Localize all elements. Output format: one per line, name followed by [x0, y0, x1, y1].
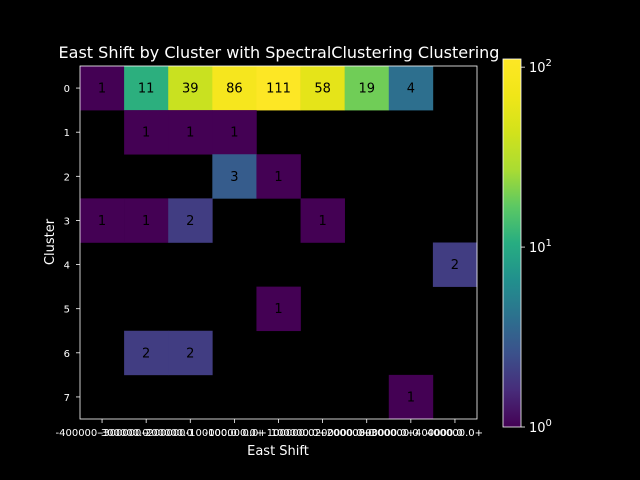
- y-tick-label: 3: [64, 216, 70, 227]
- x-tick-label: 300000.0+400000.0: [359, 428, 463, 439]
- heatmap-cell: [256, 286, 301, 332]
- heatmap-cell: [80, 66, 125, 111]
- cell-value-label: 111: [266, 82, 291, 97]
- heatmap-cell: [212, 66, 257, 111]
- y-tick-label: 4: [64, 261, 70, 272]
- heatmap-cell: [124, 66, 169, 111]
- x-tick-label: 0.0+100000.0: [243, 428, 315, 439]
- cell-value-label: 2: [451, 258, 459, 273]
- cell-value-label: 1: [318, 214, 326, 229]
- x-tick-label: -200000-100000.0: [144, 428, 237, 439]
- y-tick-label: 6: [64, 349, 70, 360]
- x-tick-label: 400000.0+: [427, 428, 483, 439]
- cell-value-label: 1: [186, 126, 194, 141]
- y-tick-label: 7: [64, 393, 70, 404]
- cell-value-label: 1: [274, 302, 282, 317]
- cell-value-label: 1: [98, 82, 106, 97]
- x-axis-label: East Shift: [247, 444, 309, 459]
- cell-value-label: 4: [407, 82, 415, 97]
- cell-value-label: 2: [142, 346, 150, 361]
- colorbar-tick-label: 100: [529, 418, 552, 436]
- colorbar-tick-label: 102: [529, 58, 552, 76]
- cell-value-label: 1: [142, 126, 150, 141]
- y-axis-ticks: 0 1 2 3 4 5 6 7: [64, 84, 80, 404]
- cell-value-label: 19: [358, 82, 375, 97]
- heatmap-cell: [124, 110, 169, 155]
- heatmap-cell: [256, 66, 301, 111]
- heatmap-cell: [300, 198, 345, 243]
- x-tick-label: -100000.0+: [205, 428, 265, 439]
- chart-title: East Shift by Cluster with SpectralClust…: [59, 43, 500, 62]
- colorbar-ticks: 100 101 102: [521, 58, 552, 436]
- heatmap-cell: [212, 154, 257, 199]
- x-tick-label: -300000-200000.0: [100, 428, 193, 439]
- y-tick-label: 5: [64, 305, 70, 316]
- heatmap-cell: [344, 66, 390, 111]
- heatmap-cell: [256, 154, 301, 199]
- cell-value-label: 2: [186, 346, 194, 361]
- y-tick-label: 1: [64, 128, 70, 139]
- x-tick-label: 100000.0+200000.0: [271, 428, 375, 439]
- heatmap-cells: [80, 66, 478, 420]
- cell-value-label: 1: [274, 170, 282, 185]
- colorbar: [502, 58, 522, 428]
- heatmap-cell: [168, 198, 213, 243]
- cell-value-label: 1: [98, 214, 106, 229]
- heatmap-cell: [168, 66, 213, 111]
- heatmap-cell: [124, 198, 169, 243]
- cell-value-label: 1: [230, 126, 238, 141]
- heatmap-cell: [80, 198, 125, 243]
- heatmap-cell: [388, 374, 434, 420]
- cell-value-label: 2: [186, 214, 194, 229]
- y-tick-label: 0: [64, 84, 70, 95]
- cell-value-label: 11: [138, 82, 155, 97]
- heatmap-cell: [432, 242, 478, 287]
- cell-value-label: 58: [314, 82, 331, 97]
- heatmap-cell: [212, 110, 257, 155]
- y-axis-label: Cluster: [43, 218, 58, 265]
- cell-value-label: 1: [142, 214, 150, 229]
- heatmap-cell: [168, 110, 213, 155]
- x-tick-label: 200000.0+300000.0: [315, 428, 419, 439]
- heatmap-cell: [300, 66, 345, 111]
- cell-value-label: 3: [230, 170, 238, 185]
- x-tick-label: -400000-300000.0: [56, 428, 149, 439]
- cell-value-label: 86: [226, 82, 243, 97]
- heatmap-cell: [388, 66, 434, 111]
- x-axis-ticks: -400000-300000.0-300000-200000.0-200000-…: [56, 419, 483, 439]
- cell-value-label: 39: [182, 82, 199, 97]
- cell-value-label: 1: [407, 390, 415, 405]
- heatmap-cell: [168, 330, 213, 376]
- heatmap-cell: [124, 330, 169, 376]
- colorbar-tick-label: 101: [529, 238, 552, 256]
- y-tick-label: 2: [64, 172, 70, 183]
